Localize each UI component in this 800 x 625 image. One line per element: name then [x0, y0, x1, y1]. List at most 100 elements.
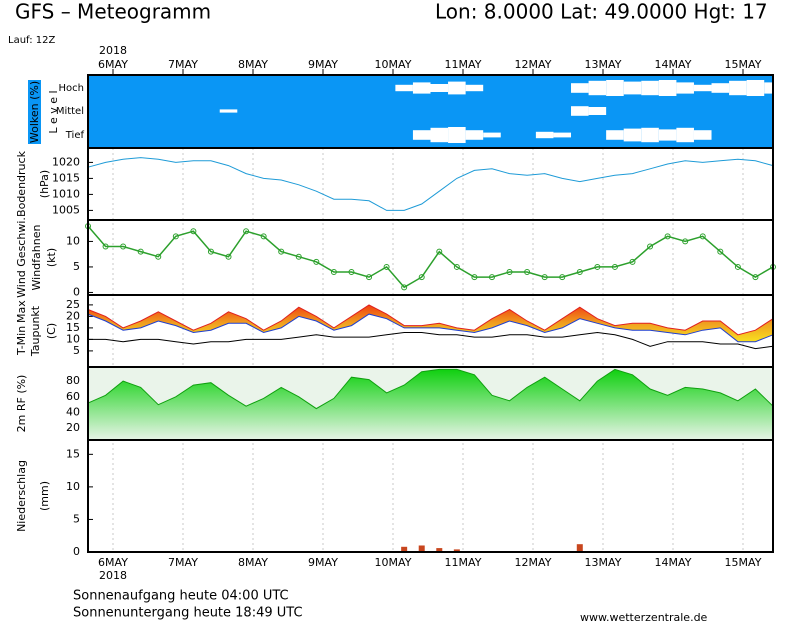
date-label-top: 15MAY — [725, 58, 762, 71]
sunrise: Sonnenaufgang heute 04:00 UTC — [73, 589, 289, 604]
y-tick-label: 5 — [73, 344, 80, 357]
line — [87, 368, 774, 410]
date-label-top: 11MAY — [445, 58, 482, 71]
cloud-cell — [606, 130, 624, 140]
date-label-bottom: 7MAY — [168, 556, 198, 569]
marker — [278, 248, 285, 255]
marker — [330, 269, 337, 276]
marker — [471, 274, 478, 281]
level-name: Hoch — [59, 83, 84, 94]
marker — [313, 258, 320, 265]
marker — [137, 248, 144, 255]
yunit: (kt) — [45, 248, 58, 267]
y-tick-label: 5 — [73, 260, 80, 273]
cloud-cell — [764, 82, 773, 94]
line — [87, 313, 774, 343]
cloud-cell — [693, 130, 712, 140]
y-tick-label: 1020 — [52, 155, 80, 168]
cloud-cell — [448, 81, 466, 95]
cloud-cell — [623, 81, 642, 95]
marker — [752, 274, 759, 281]
y-tick-label: 10 — [66, 234, 80, 247]
yunit: (mm) — [38, 481, 51, 511]
date-label-top: 10MAY — [375, 58, 412, 71]
cloud-cell — [623, 128, 642, 142]
y-tick-label: 15 — [66, 447, 80, 460]
date-label-bottom: 8MAY — [238, 556, 268, 569]
ylabel: Bodendruck — [15, 150, 28, 217]
cloud-cell — [746, 80, 765, 96]
y-tick-label: 0 — [73, 285, 80, 298]
line — [87, 304, 774, 336]
date-label-bottom: 12MAY — [515, 556, 552, 569]
marker — [260, 233, 267, 240]
date-label-bottom: 10MAY — [375, 556, 412, 569]
cloud-cell — [465, 130, 484, 140]
cloud-cell — [676, 127, 694, 143]
marker — [594, 263, 601, 270]
line — [87, 225, 774, 289]
marker — [295, 253, 302, 260]
y-tick-label: 1015 — [52, 171, 80, 184]
level-name: Tief — [65, 130, 85, 141]
temp-band — [88, 304, 773, 342]
y-tick-label: 20 — [66, 309, 80, 322]
marker — [488, 274, 495, 281]
ylabel-box — [28, 80, 41, 144]
marker — [699, 233, 706, 240]
date-label-top: 9MAY — [308, 58, 338, 71]
cloud-cell — [395, 84, 413, 92]
marker — [155, 253, 162, 260]
marker — [348, 269, 355, 276]
title: GFS – Meteogramm — [15, 0, 211, 24]
date-label-top: 13MAY — [585, 58, 622, 71]
ylabel: Niederschlag — [15, 460, 28, 532]
cloud-cell — [535, 131, 554, 139]
ylabel: 2m RF (%) — [15, 375, 28, 433]
marker — [734, 263, 741, 270]
cloud-cell — [693, 84, 712, 92]
date-label-top: 12MAY — [515, 58, 552, 71]
bar — [453, 549, 460, 552]
cloud-cell — [483, 132, 501, 138]
bar — [436, 548, 443, 552]
line — [87, 157, 774, 211]
cloud-cell — [711, 83, 730, 93]
bar — [401, 546, 408, 552]
cloud-cell — [571, 106, 589, 116]
legend-dewpoint: Taupunkt — [29, 305, 42, 357]
y-tick-label: 0 — [73, 545, 80, 558]
marker — [629, 258, 636, 265]
marker — [576, 269, 583, 276]
y-tick-label: 10 — [66, 480, 80, 493]
cloud-cell — [412, 82, 431, 94]
marker — [717, 248, 724, 255]
ylabel: Wind Geschwi. — [15, 217, 28, 298]
legend-max: Max — [15, 300, 28, 323]
location: Lon: 8.0000 Lat: 49.0000 Hgt: 17 — [435, 0, 768, 24]
marker — [243, 228, 250, 235]
marker — [682, 238, 689, 245]
cloud-cell — [588, 107, 607, 115]
date-label-bottom: 15MAY — [725, 556, 762, 569]
cloud-cell — [571, 83, 589, 93]
cloud-cell — [430, 84, 449, 92]
level-name: Mittel — [56, 106, 84, 117]
source: www.wetterzentrale.de — [580, 611, 708, 624]
marker — [559, 274, 566, 281]
year-bottom: 2018 — [99, 569, 127, 582]
cloud-cell — [430, 127, 449, 143]
y-tick-label: 60 — [66, 390, 80, 403]
cloud-cell — [641, 80, 659, 96]
level-label: L e v e l — [47, 90, 60, 133]
marker — [102, 243, 109, 250]
cloud-cell — [465, 84, 484, 92]
marker — [664, 233, 671, 240]
y-tick-label: 20 — [66, 421, 80, 434]
cloud-cell — [729, 80, 747, 96]
cloud-cell — [219, 109, 238, 113]
ylabel2: Windfahnen — [30, 225, 43, 291]
year-top: 2018 — [99, 44, 127, 57]
marker — [207, 248, 214, 255]
